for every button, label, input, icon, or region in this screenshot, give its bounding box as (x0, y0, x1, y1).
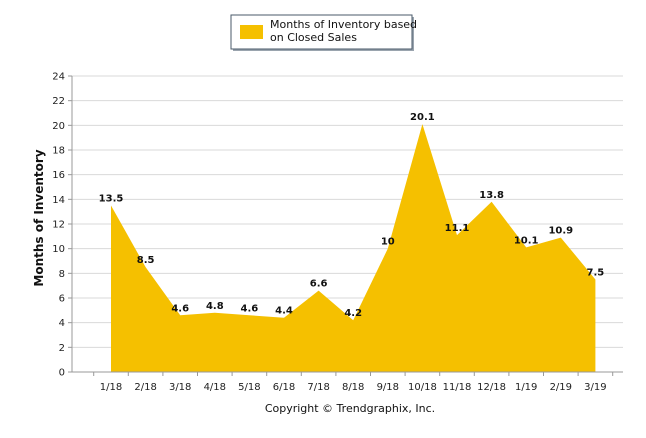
legend-swatch (240, 25, 263, 39)
data-label: 6.6 (310, 279, 328, 290)
data-label: 8.5 (137, 255, 155, 266)
x-tick-label: 3/18 (169, 382, 191, 393)
data-label: 10.9 (548, 226, 573, 237)
legend-label-line-1: Months of Inventory based (270, 18, 417, 31)
y-tick-label: 20 (52, 121, 65, 132)
x-tick-label: 12/18 (477, 382, 506, 393)
data-label: 10 (381, 237, 395, 248)
x-tick-label: 4/18 (204, 382, 226, 393)
data-label: 4.6 (171, 303, 189, 314)
data-label: 4.4 (275, 306, 293, 317)
data-label: 7.5 (587, 268, 605, 279)
data-label: 4.8 (206, 301, 224, 312)
data-label: 13.5 (99, 194, 124, 205)
y-tick-label: 24 (52, 72, 65, 83)
x-tick-label: 3/19 (584, 382, 606, 393)
x-tick-label: 7/18 (307, 382, 329, 393)
data-label: 13.8 (479, 190, 504, 201)
data-label: 4.2 (344, 308, 362, 319)
x-tick-label: 2/18 (134, 382, 156, 393)
y-tick-label: 6 (59, 294, 65, 305)
copyright-credit: Copyright © Trendgraphix, Inc. (265, 402, 435, 415)
x-tick-labels: 1/18 2/18 3/18 4/18 5/18 6/18 7/18 8/18 9/18 10/1… (100, 382, 607, 393)
y-tick-label: 2 (59, 343, 65, 354)
y-tick-label: 10 (52, 244, 65, 255)
data-label: 4.6 (241, 303, 259, 314)
x-tick-label: 2/19 (550, 382, 572, 393)
x-tick-label: 1/19 (515, 382, 537, 393)
x-tick-label: 5/18 (238, 382, 260, 393)
x-tick-label: 6/18 (273, 382, 295, 393)
legend-label-line-2: on Closed Sales (270, 31, 357, 44)
y-tick-label: 4 (59, 318, 65, 329)
y-tick-label: 22 (52, 96, 65, 107)
y-tick-label: 12 (52, 220, 65, 231)
legend: Months of Inventory based on Closed Sale… (231, 15, 417, 51)
y-tick-label: 14 (52, 195, 65, 206)
y-tick-label: 8 (59, 269, 65, 280)
data-label: 10.1 (514, 235, 539, 246)
area-series (111, 124, 595, 372)
x-tick-label: 10/18 (408, 382, 437, 393)
x-tick-label: 8/18 (342, 382, 364, 393)
x-tick-label: 9/18 (377, 382, 399, 393)
y-tick-label: 18 (52, 146, 65, 157)
data-label: 11.1 (445, 223, 470, 234)
area-fill (111, 124, 595, 372)
x-tick-label: 1/18 (100, 382, 122, 393)
data-label: 20.1 (410, 112, 435, 123)
x-tick-label: 11/18 (443, 382, 472, 393)
y-axis-title: Months of Inventory (32, 149, 46, 286)
y-tick-label: 0 (59, 368, 65, 379)
y-tick-label: 16 (52, 170, 65, 181)
